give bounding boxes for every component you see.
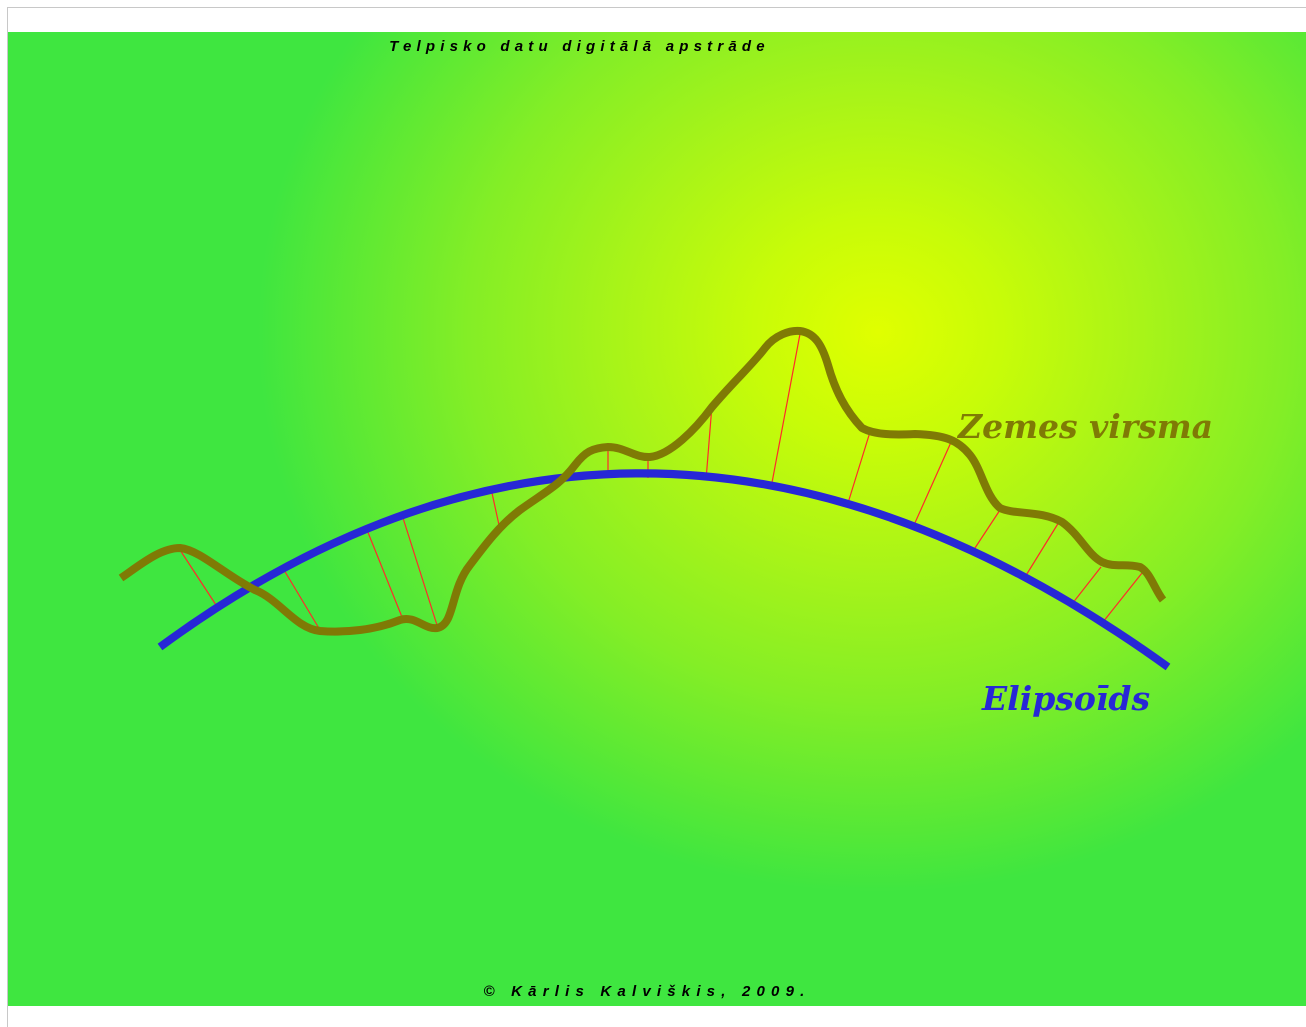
connector-line [491,492,500,526]
ellipsoid-label: Elipsoīds [981,679,1150,718]
connector-line [847,431,871,504]
connector-line [913,439,953,526]
connector-line [1071,566,1102,605]
connector-lines [179,333,1143,631]
frame-border-left [7,7,8,1027]
connector-line [1102,572,1143,623]
connector-line [972,509,1001,552]
copyright-footer: © Kārlis Kalviškis, 2009. [483,983,811,1000]
connector-line [1024,521,1060,578]
slide-title: Telpisko datu digitālā apstrāde [389,38,770,55]
connector-line [770,333,801,489]
frame-border-top [7,7,1306,8]
connector-line [402,517,438,626]
connector-line [179,549,219,609]
surface-label: Zemes virsma [956,407,1213,446]
earth-surface-curve [118,326,1167,636]
slide: Telpisko datu digitālā apstrāde © Kārlis… [8,32,1306,1006]
connector-line [705,404,713,481]
connector-line [283,569,321,631]
ellipsoid-curve [157,469,1171,671]
connector-line [366,529,403,618]
